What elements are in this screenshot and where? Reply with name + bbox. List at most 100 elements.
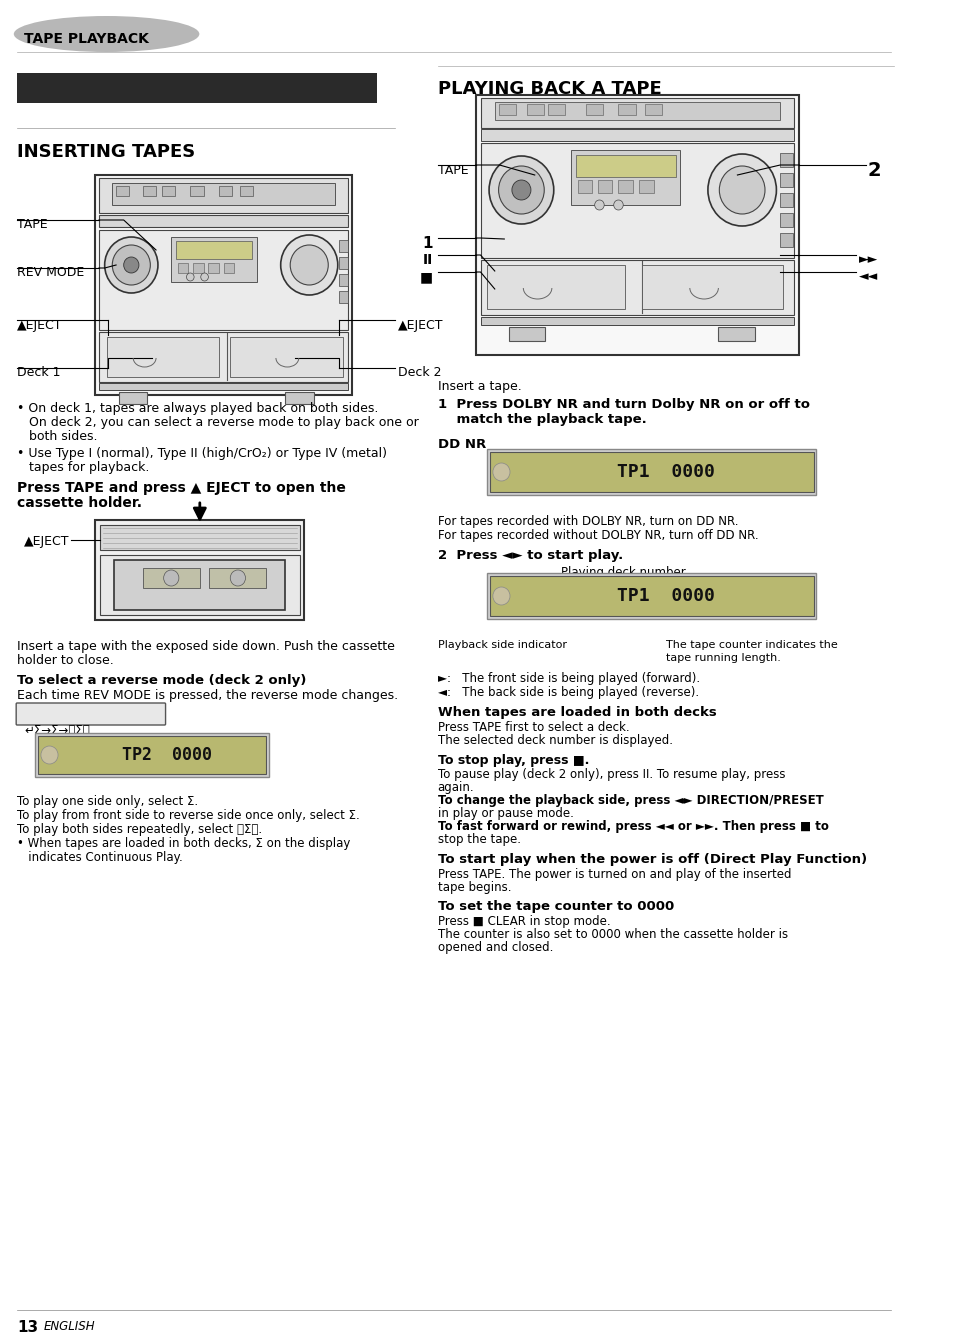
Text: DD NR: DD NR [437, 438, 485, 451]
Text: BASIC OPERATIONS: BASIC OPERATIONS [25, 102, 244, 121]
Bar [780, 173, 792, 187]
Bar [162, 186, 175, 195]
Text: opened and closed.: opened and closed. [437, 941, 553, 953]
Bar [100, 525, 299, 550]
Bar [223, 262, 233, 273]
Circle shape [290, 245, 328, 285]
Text: On deck 2, you can select a reverse mode to play back one or: On deck 2, you can select a reverse mode… [17, 416, 418, 428]
Bar [480, 129, 794, 141]
Bar [119, 392, 148, 404]
Bar [178, 262, 188, 273]
Text: The selected deck number is displayed.: The selected deck number is displayed. [437, 734, 672, 747]
Text: ►►: ►► [859, 253, 878, 266]
Circle shape [280, 236, 337, 295]
Bar [17, 74, 376, 103]
Text: 2  Press ◄► to start play.: 2 Press ◄► to start play. [437, 549, 622, 562]
Bar [143, 186, 156, 195]
Bar [480, 260, 794, 315]
Text: For tapes recorded without DOLBY NR, turn off DD NR.: For tapes recorded without DOLBY NR, tur… [437, 529, 758, 542]
Text: TP1  0000: TP1 0000 [617, 586, 714, 605]
Circle shape [200, 273, 208, 281]
Text: To set the tape counter to 0000: To set the tape counter to 0000 [437, 900, 673, 913]
Bar [95, 520, 304, 620]
Bar [218, 186, 232, 195]
Circle shape [498, 166, 543, 214]
Text: To pause play (deck 2 only), press II. To resume play, press: To pause play (deck 2 only), press II. T… [437, 769, 784, 781]
Circle shape [493, 463, 510, 481]
Text: Deck 2: Deck 2 [397, 367, 440, 379]
Circle shape [512, 179, 531, 200]
Text: Press TAPE and press ▲ EJECT to open the: Press TAPE and press ▲ EJECT to open the [17, 481, 346, 495]
Bar [718, 327, 754, 341]
Bar [487, 265, 624, 309]
FancyBboxPatch shape [16, 703, 166, 724]
Bar [480, 98, 794, 129]
Bar [618, 179, 632, 193]
Text: Press ■ CLEAR in stop mode.: Press ■ CLEAR in stop mode. [437, 915, 610, 928]
Text: When tapes are loaded in both decks: When tapes are loaded in both decks [437, 706, 716, 719]
Bar [618, 104, 635, 115]
Text: TAPE PLAYBACK: TAPE PLAYBACK [24, 32, 149, 46]
Bar [100, 554, 299, 615]
Bar [239, 186, 253, 195]
Bar [480, 317, 794, 325]
Bar [35, 732, 269, 777]
Text: ▲EJECT: ▲EJECT [17, 319, 63, 332]
Bar [480, 143, 794, 258]
Text: both sides.: both sides. [17, 430, 97, 443]
Bar [780, 153, 792, 167]
Text: To start play when the power is off (Direct Play Function): To start play when the power is off (Dir… [437, 853, 866, 866]
Text: PLAYING BACK A TAPE: PLAYING BACK A TAPE [437, 80, 660, 98]
Text: Playback side indicator: Playback side indicator [437, 640, 566, 649]
Bar [487, 449, 816, 495]
Text: II: II [422, 253, 433, 266]
Circle shape [489, 157, 553, 224]
Text: To play both sides repeatedly, select 〈Σ〉.: To play both sides repeatedly, select 〈Σ… [17, 823, 262, 836]
Bar [490, 576, 813, 616]
Text: • Use Type I (normal), Type II (high/CrO₂) or Type IV (metal): • Use Type I (normal), Type II (high/CrO… [17, 447, 387, 461]
Bar [116, 186, 130, 195]
Text: ENGLISH: ENGLISH [44, 1320, 95, 1334]
Circle shape [719, 166, 764, 214]
Text: indicates Continuous Play.: indicates Continuous Play. [17, 852, 183, 864]
Bar [209, 568, 266, 588]
Text: match the playback tape.: match the playback tape. [437, 412, 646, 426]
Bar [487, 573, 816, 619]
Text: TP2  0000: TP2 0000 [121, 746, 212, 765]
Circle shape [105, 237, 158, 293]
Text: TAPE: TAPE [17, 218, 48, 232]
Text: Press TAPE. The power is turned on and play of the inserted: Press TAPE. The power is turned on and p… [437, 868, 790, 881]
Text: The counter is also set to 0000 when the cassette holder is: The counter is also set to 0000 when the… [437, 928, 787, 941]
Text: Each time REV MODE is pressed, the reverse mode changes.: Each time REV MODE is pressed, the rever… [17, 690, 397, 702]
Bar [99, 178, 348, 213]
Text: Playing deck number: Playing deck number [560, 566, 685, 578]
Bar [99, 383, 348, 390]
Circle shape [613, 200, 622, 210]
Bar [644, 104, 661, 115]
Text: Insert a tape with the exposed side down. Push the cassette: Insert a tape with the exposed side down… [17, 640, 395, 653]
Bar [495, 102, 780, 121]
Bar [95, 175, 352, 395]
Text: • When tapes are loaded in both decks, Σ on the display: • When tapes are loaded in both decks, Σ… [17, 837, 350, 850]
Bar [38, 736, 266, 774]
Bar [577, 179, 591, 193]
Bar [285, 392, 314, 404]
Text: To change the playback side, press ◄► DIRECTION/PRESET: To change the playback side, press ◄► DI… [437, 794, 822, 807]
Bar [112, 183, 335, 205]
Text: ■: ■ [419, 270, 433, 284]
Bar [641, 265, 782, 309]
Bar [498, 104, 516, 115]
Bar [509, 327, 544, 341]
Text: Insert a tape.: Insert a tape. [437, 380, 521, 394]
Circle shape [594, 200, 603, 210]
Text: To select a reverse mode (deck 2 only): To select a reverse mode (deck 2 only) [17, 674, 306, 687]
Circle shape [493, 586, 510, 605]
Bar [99, 216, 348, 228]
Bar [230, 337, 342, 378]
Text: ◄:   The back side is being played (reverse).: ◄: The back side is being played (revers… [437, 686, 699, 699]
Bar [143, 568, 199, 588]
Bar [338, 240, 348, 252]
Bar [490, 453, 813, 491]
Bar [780, 193, 792, 208]
Bar [527, 104, 543, 115]
